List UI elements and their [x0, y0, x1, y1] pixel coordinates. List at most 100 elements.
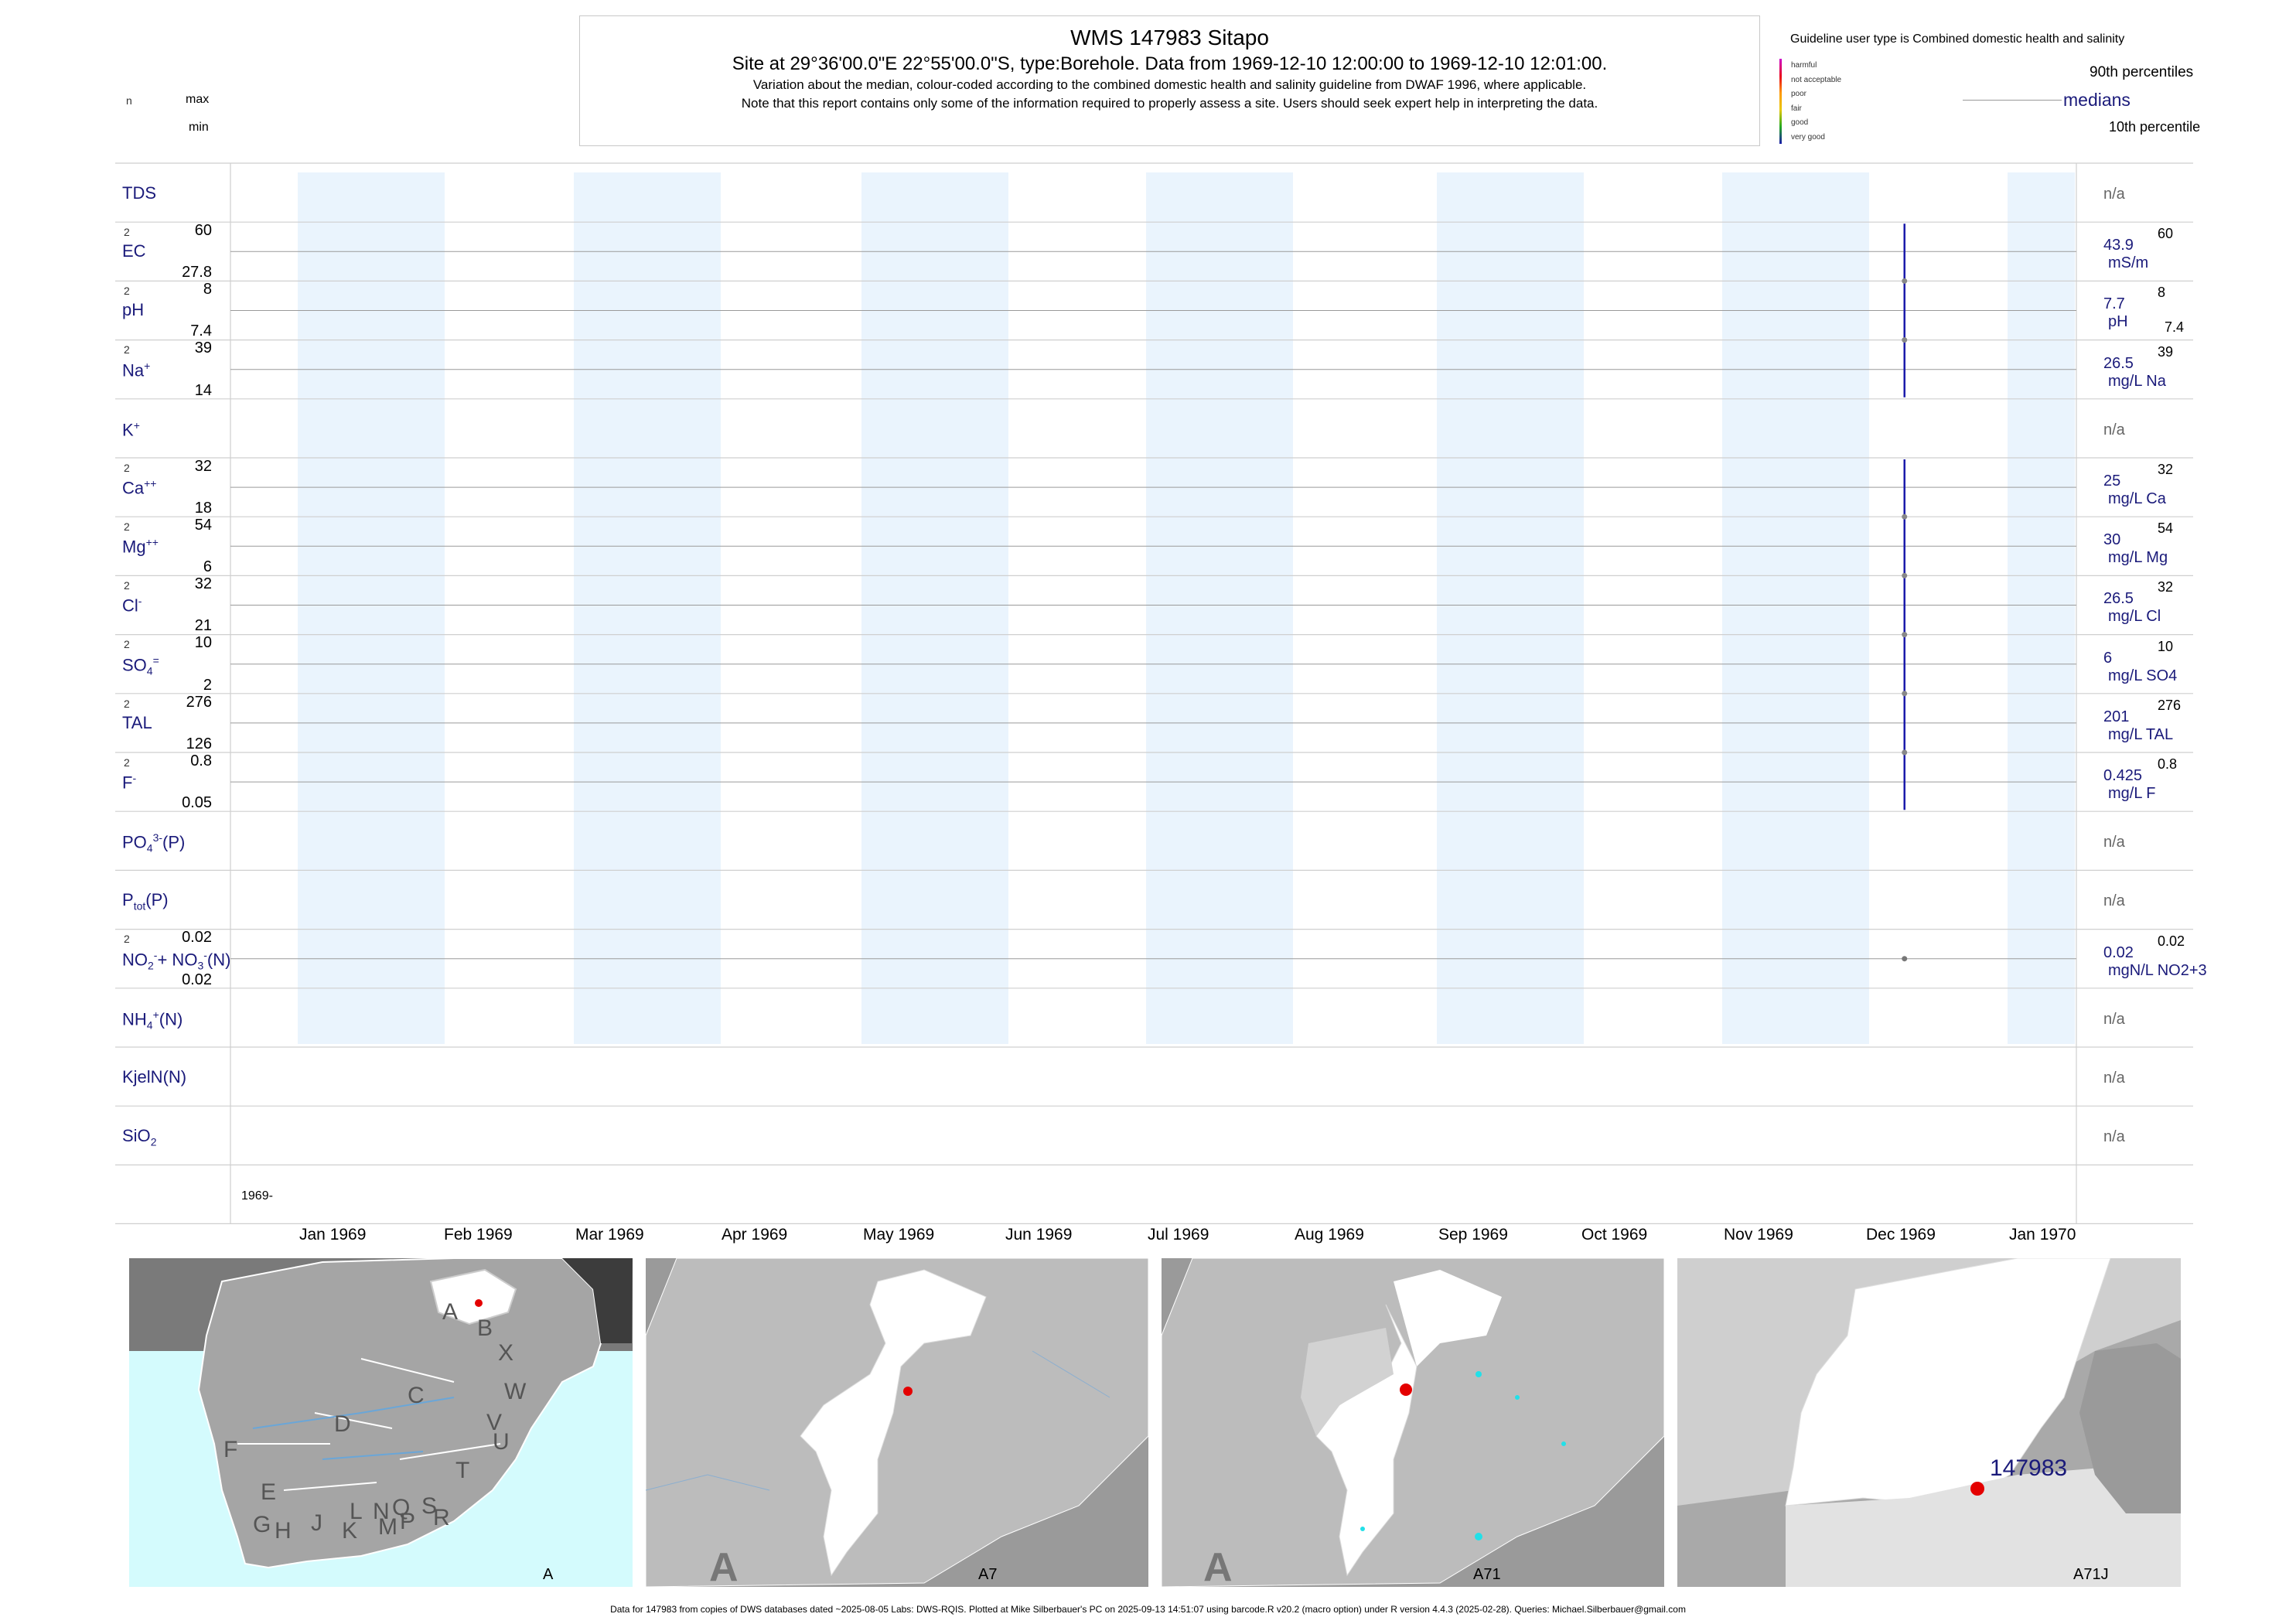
- month-band: [574, 172, 721, 1044]
- map-subcatchment-a71j: 147983 A71J: [1677, 1258, 2181, 1587]
- region-letter: F: [223, 1437, 238, 1462]
- row-label-NO2NO3: NO2-+ NO3-(N): [122, 948, 231, 972]
- month-label: Oct 1969: [1581, 1226, 1648, 1244]
- row-label-Ca: Ca++: [122, 477, 157, 498]
- month-label: Jan 1969: [299, 1226, 367, 1244]
- month-label: Jan 1970: [2009, 1226, 2076, 1244]
- max-Na: 39: [194, 339, 212, 357]
- month-label: Jun 1969: [1005, 1226, 1073, 1244]
- key-min: min: [189, 121, 209, 134]
- guideline-text: Guideline user type is Combined domestic…: [1790, 32, 2125, 46]
- legend-median-line: [1963, 100, 2062, 101]
- month-label: Jul 1969: [1148, 1226, 1209, 1244]
- count-Cl: 2: [124, 579, 130, 592]
- median-Ptot: n/a: [2103, 892, 2125, 910]
- region-letter: L: [350, 1499, 363, 1524]
- guideline-colour-bar: [1779, 59, 1782, 144]
- row-label-KjelN: KjelN(N): [122, 1067, 187, 1087]
- region-letter: C: [408, 1383, 425, 1408]
- key-n: n: [126, 94, 132, 107]
- p90-F: 0.8: [2158, 756, 2178, 772]
- x-start-label: 1969-: [241, 1189, 273, 1203]
- page-title: WMS 147983 Sitapo: [1070, 26, 1269, 49]
- row-label-Cl: Cl-: [122, 595, 142, 616]
- min-EC: 27.8: [182, 264, 212, 281]
- region-letter: B: [477, 1315, 493, 1341]
- month-label: Mar 1969: [575, 1226, 644, 1244]
- map2-label: A7: [978, 1566, 998, 1583]
- min-Na: 14: [194, 381, 212, 399]
- median-NO2NO3: 0.02: [2103, 943, 2134, 961]
- region-letter: J: [311, 1510, 322, 1536]
- min-SO4: 2: [203, 676, 212, 694]
- row-label-TDS: TDS: [122, 183, 156, 203]
- p90-Mg: 54: [2158, 520, 2174, 537]
- count-NO2NO3: 2: [124, 933, 130, 946]
- median-KjelN: n/a: [2103, 1070, 2125, 1087]
- median-NH4: n/a: [2103, 1010, 2125, 1028]
- min-Mg: 6: [203, 558, 212, 576]
- region-letter: N: [373, 1499, 390, 1524]
- p90-EC: 60: [2158, 226, 2174, 242]
- unit-TAL: mg/L TAL: [2108, 725, 2174, 743]
- median-Mg: 30: [2103, 531, 2121, 549]
- unit-F: mg/L F: [2108, 785, 2156, 802]
- median-EC: 43.9: [2103, 237, 2134, 254]
- sample-point: [1902, 956, 1908, 962]
- max-EC: 60: [194, 222, 212, 239]
- month-label: Feb 1969: [444, 1226, 513, 1244]
- row-label-Ptot: Ptot(P): [122, 890, 169, 913]
- p90-SO4: 10: [2158, 638, 2174, 654]
- map3-big-letter: A: [1203, 1545, 1233, 1587]
- region-letter: T: [455, 1458, 470, 1483]
- max-F: 0.8: [190, 752, 212, 769]
- p10-pH: 7.4: [2165, 319, 2185, 336]
- region-letter: W: [504, 1379, 527, 1404]
- note-variation: Variation about the median, colour-coded…: [752, 77, 1587, 92]
- unit-Cl: mg/L Cl: [2108, 608, 2161, 626]
- unit-pH: pH: [2108, 313, 2128, 331]
- median-TAL: 201: [2103, 708, 2130, 725]
- count-F: 2: [124, 756, 130, 769]
- map4-label: A71J: [2073, 1566, 2109, 1583]
- max-pH: 8: [203, 281, 212, 299]
- unit-Mg: mg/L Mg: [2108, 549, 2168, 567]
- map-a71j-graphic: [1677, 1258, 2181, 1587]
- median-Na: 26.5: [2103, 354, 2134, 372]
- sample-point: [1902, 691, 1908, 697]
- site-subtitle: Site at 29°36'00.0"E 22°55'00.0"S, type:…: [732, 53, 1608, 74]
- map1-label: A: [543, 1566, 554, 1583]
- map-a71-graphic: [1162, 1258, 1664, 1587]
- p90-Ca: 32: [2158, 462, 2174, 477]
- row-label-F: F-: [122, 772, 137, 793]
- month-label: Nov 1969: [1724, 1226, 1793, 1244]
- region-letter: A: [442, 1299, 459, 1325]
- map-region-a7: A A7: [646, 1258, 1148, 1587]
- region-letter: U: [493, 1429, 510, 1455]
- month-band: [861, 172, 1008, 1044]
- median-F: 0.425: [2103, 767, 2143, 784]
- key-max: max: [186, 93, 210, 106]
- p90-pH: 8: [2158, 285, 2166, 301]
- unit-EC: mS/m: [2108, 254, 2149, 272]
- region-letter: S: [421, 1493, 438, 1519]
- row-label-SiO2: SiO2: [122, 1126, 157, 1148]
- legend-p90: 90th percentiles: [2090, 64, 2194, 80]
- row-label-K: K+: [122, 418, 140, 440]
- sample-point: [1902, 278, 1908, 284]
- median-SiO2: n/a: [2103, 1128, 2125, 1146]
- region-letter: Q: [392, 1495, 411, 1520]
- legend-class-label: fair: [1791, 104, 1802, 113]
- region-letter: V: [486, 1410, 503, 1435]
- median-K: n/a: [2103, 421, 2125, 438]
- sample-point: [1902, 572, 1908, 578]
- p90-Cl: 32: [2158, 579, 2174, 595]
- barcode-chart: [115, 162, 2193, 1225]
- median-TDS: n/a: [2103, 186, 2125, 203]
- sample-point: [1902, 749, 1908, 756]
- month-label: Sep 1969: [1438, 1226, 1508, 1244]
- month-label: Aug 1969: [1295, 1226, 1364, 1244]
- row-label-NH4: NH4+(N): [122, 1008, 183, 1032]
- month-band: [1146, 172, 1293, 1044]
